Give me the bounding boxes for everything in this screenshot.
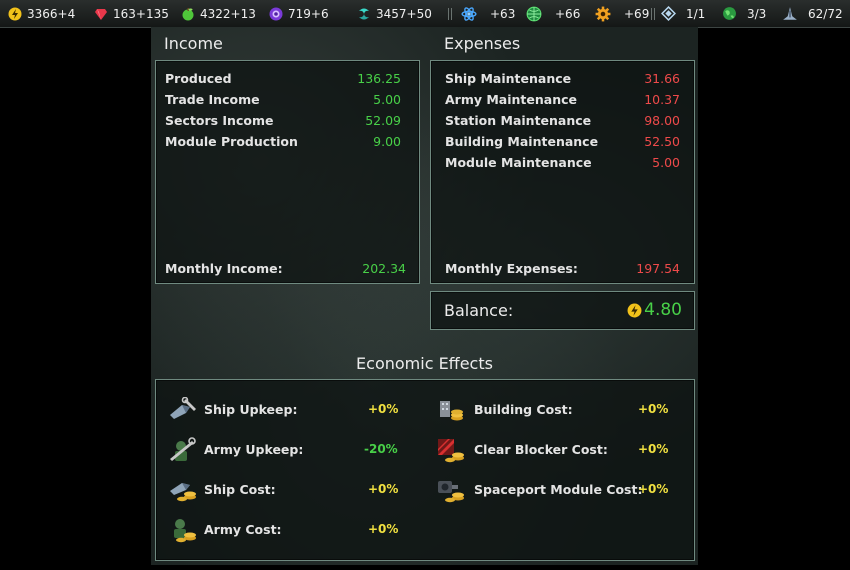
physics-atom-icon (461, 6, 477, 21)
effect-label: Clear Blocker Cost: (474, 442, 608, 457)
balance-label: Balance: (444, 301, 514, 320)
mineral-icon (95, 8, 107, 20)
effect-label: Ship Cost: (204, 482, 276, 497)
engineering-value: +69 (624, 6, 650, 21)
income-row-label: Sectors Income (165, 113, 274, 128)
income-row-label: Trade Income (165, 92, 260, 107)
expense-row-label: Station Maintenance (445, 113, 592, 128)
energy-value: 3366+4 (27, 6, 76, 21)
influence-value: 719+6 (288, 6, 329, 21)
edicts-resource[interactable]: 1/1 (661, 0, 705, 27)
income-row-label: Module Production (165, 134, 298, 149)
monthly-expenses-value: 197.54 (636, 261, 680, 276)
food-icon (182, 7, 194, 20)
effect-label: Spaceport Module Cost: (474, 482, 643, 497)
income-row-value: 9.00 (373, 134, 401, 149)
divider (651, 8, 652, 20)
planets-resource[interactable]: 3/3 (722, 0, 766, 27)
monthly-income-label: Monthly Income: (165, 261, 283, 276)
engineering-resource[interactable]: +69 (595, 0, 649, 27)
divider (654, 8, 655, 20)
divider (448, 8, 449, 20)
effect-value: +0% (638, 402, 669, 416)
army-wrench-icon (170, 437, 196, 461)
army-coins-icon (174, 519, 196, 543)
planet-icon (723, 7, 736, 20)
expense-row-label: Building Maintenance (445, 134, 599, 149)
income-row-label: Produced (165, 71, 232, 86)
income-box: Produced 136.25 Trade Income 5.00 Sector… (155, 60, 420, 284)
engineering-gear-icon (595, 6, 611, 21)
economic-effects-box: Ship Upkeep: +0% Army Upkeep: -20% Ship … (155, 379, 695, 561)
fleet-value: 62/72 (808, 6, 843, 21)
physics-value: +63 (490, 6, 516, 21)
monthly-income-value: 202.34 (362, 261, 406, 276)
effect-label: Building Cost: (474, 402, 573, 417)
planets-value: 3/3 (747, 6, 767, 21)
effect-value: +0% (368, 482, 399, 496)
resource-bar: 3366+4 163+135 4322+13 719+6 3457+50 +63… (0, 0, 850, 28)
monthly-expenses-label: Monthly Expenses: (445, 261, 578, 276)
expense-row-value: 52.50 (644, 134, 680, 149)
effect-label: Ship Upkeep: (204, 402, 298, 417)
balance-amount: 4.80 (627, 300, 682, 320)
expense-row-label: Module Maintenance (445, 155, 592, 170)
income-row-value: 136.25 (357, 71, 401, 86)
ship-coins-icon (170, 483, 196, 502)
expense-row-label: Army Maintenance (445, 92, 577, 107)
expenses-box: Ship Maintenance 31.66 Army Maintenance … (430, 60, 695, 284)
clear-blocker-coins-icon (438, 439, 464, 463)
expenses-title: Expenses (444, 34, 521, 53)
food-value: 4322+13 (200, 6, 256, 21)
effect-value: -20% (364, 442, 398, 456)
unity-resource[interactable]: 3457+50 (357, 0, 432, 27)
divider (451, 8, 452, 20)
edicts-value: 1/1 (686, 6, 706, 21)
energy-resource[interactable]: 3366+4 (8, 0, 75, 27)
effect-value: +0% (638, 442, 669, 456)
effect-value: +0% (638, 482, 669, 496)
society-resource[interactable]: +66 (526, 0, 580, 27)
edict-diamond-icon (661, 6, 676, 21)
economic-effects-title: Economic Effects (356, 354, 493, 373)
effect-value: +0% (368, 402, 399, 416)
ship-wrench-icon (170, 397, 196, 419)
building-coins-icon (440, 401, 463, 421)
minerals-value: 163+135 (113, 6, 169, 21)
effect-label: Army Upkeep: (204, 442, 304, 457)
effect-label: Army Cost: (204, 522, 282, 537)
income-row-value: 52.09 (365, 113, 401, 128)
society-value: +66 (555, 6, 581, 21)
balance-box: Balance: 4.80 (430, 291, 695, 330)
energy-icon (8, 7, 22, 20)
budget-panel: Income Produced 136.25 Trade Income 5.00… (151, 27, 698, 565)
energy-icon (627, 303, 642, 317)
food-resource[interactable]: 4322+13 (181, 0, 256, 27)
fleet-resource[interactable]: 62/72 (782, 0, 843, 27)
income-row-value: 5.00 (373, 92, 401, 107)
influence-resource[interactable]: 719+6 (269, 0, 329, 27)
physics-resource[interactable]: +63 (461, 0, 515, 27)
fleet-ship-icon (783, 6, 797, 20)
expense-row-value: 10.37 (644, 92, 680, 107)
unity-icon (359, 8, 369, 19)
expense-row-value: 5.00 (652, 155, 680, 170)
balance-value: 4.80 (644, 300, 682, 320)
unity-value: 3457+50 (376, 6, 432, 21)
income-title: Income (164, 34, 223, 53)
spaceport-module-coins-icon (438, 481, 464, 503)
society-globe-icon (526, 6, 542, 21)
expense-row-value: 98.00 (644, 113, 680, 128)
expense-row-label: Ship Maintenance (445, 71, 572, 86)
effect-value: +0% (368, 522, 399, 536)
influence-icon (269, 7, 283, 20)
expense-row-value: 31.66 (644, 71, 680, 86)
minerals-resource[interactable]: 163+135 (94, 0, 169, 27)
